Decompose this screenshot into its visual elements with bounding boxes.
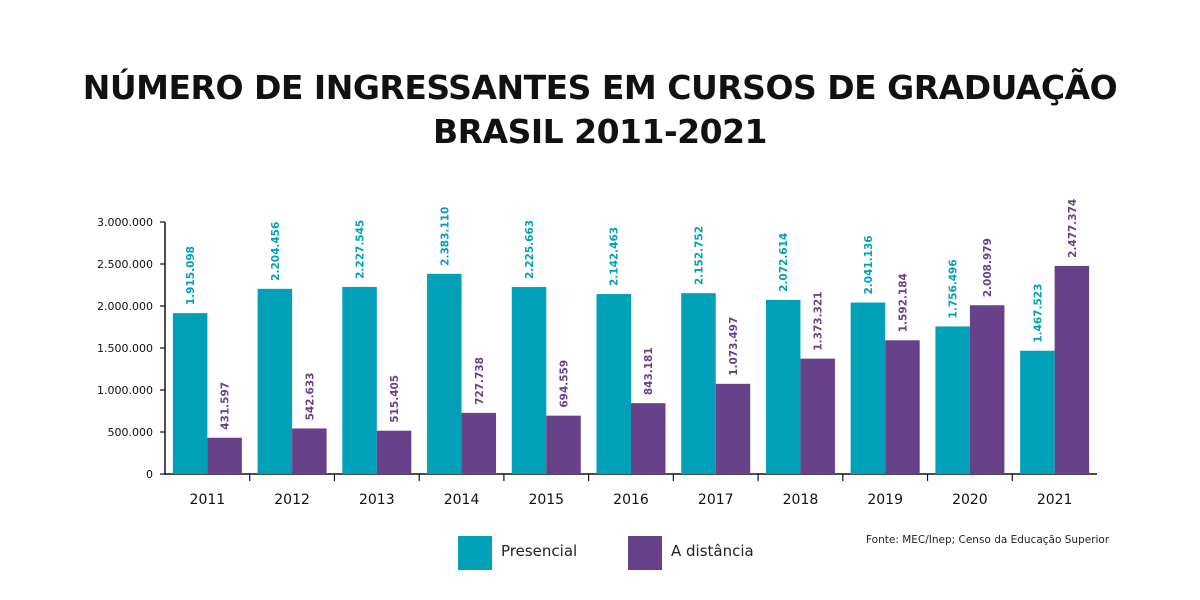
chart-subtitle: BRASIL 2011-2021 bbox=[432, 112, 768, 151]
data-label: 2.225.663 bbox=[524, 220, 536, 279]
x-tick-label: 2016 bbox=[613, 492, 649, 508]
bar-distancia bbox=[885, 340, 920, 474]
bar-presencial bbox=[681, 293, 716, 474]
data-label: 2.152.752 bbox=[693, 226, 705, 285]
x-tick-label: 2011 bbox=[190, 492, 226, 508]
x-tick-label: 2012 bbox=[274, 492, 310, 508]
y-tick-label: 2.500.000 bbox=[97, 258, 153, 271]
bar-presencial bbox=[935, 326, 970, 474]
legend-swatch-presencial bbox=[458, 536, 492, 570]
bar-presencial bbox=[342, 286, 377, 474]
bar-distancia bbox=[461, 412, 497, 474]
data-label: 431.597 bbox=[220, 382, 232, 430]
y-tick-label: 500.000 bbox=[108, 426, 154, 439]
data-label: 1.915.098 bbox=[185, 246, 197, 305]
data-label: 2.072.614 bbox=[778, 233, 790, 292]
x-tick-label: 2020 bbox=[952, 492, 988, 508]
data-label: 1.756.496 bbox=[948, 259, 960, 318]
bar-distancia bbox=[631, 403, 666, 474]
data-label: 1.592.184 bbox=[897, 273, 909, 332]
bar-distancia bbox=[546, 415, 581, 474]
data-label: 727.738 bbox=[474, 357, 486, 405]
bar-distancia bbox=[292, 428, 327, 474]
data-label: 843.181 bbox=[643, 347, 655, 395]
x-tick-label: 2019 bbox=[867, 492, 903, 508]
x-tick-label: 2017 bbox=[698, 492, 734, 508]
bar-distancia bbox=[715, 383, 751, 474]
y-tick-label: 3.000.000 bbox=[97, 216, 153, 229]
bar-presencial bbox=[596, 294, 631, 474]
x-tick-label: 2013 bbox=[359, 492, 395, 508]
data-label: 2.227.545 bbox=[355, 220, 367, 279]
y-tick-label: 1.000.000 bbox=[97, 384, 153, 397]
legend-label-distancia: A distância bbox=[671, 542, 754, 560]
data-label: 1.073.497 bbox=[728, 317, 740, 376]
data-label: 515.405 bbox=[389, 375, 401, 423]
data-label: 2.383.110 bbox=[439, 207, 451, 266]
bar-presencial bbox=[257, 288, 293, 474]
bar-presencial bbox=[511, 287, 547, 474]
bar-distancia bbox=[800, 358, 835, 474]
data-label: 2.008.979 bbox=[982, 238, 994, 297]
data-label: 2.142.463 bbox=[609, 227, 621, 286]
bar-distancia bbox=[969, 305, 1005, 474]
y-tick-label: 1.500.000 bbox=[97, 342, 153, 355]
data-label: 2.477.374 bbox=[1067, 199, 1079, 258]
data-label: 1.373.321 bbox=[813, 292, 825, 351]
data-label: 542.633 bbox=[304, 373, 316, 421]
bar-presencial bbox=[1020, 350, 1055, 474]
source-note: Fonte: MEC/Inep; Censo da Educação Super… bbox=[866, 534, 1110, 546]
y-tick-label: 2.000.000 bbox=[97, 300, 153, 313]
y-tick-label: 0 bbox=[146, 468, 153, 481]
chart-title: NÚMERO DE INGRESSANTES EM CURSOS DE GRAD… bbox=[82, 68, 1118, 107]
data-label: 694.559 bbox=[559, 360, 571, 408]
legend-label-presencial: Presencial bbox=[501, 542, 578, 560]
bar-presencial bbox=[765, 299, 801, 474]
x-tick-label: 2018 bbox=[783, 492, 819, 508]
bar-presencial bbox=[427, 273, 462, 474]
bar-distancia bbox=[1054, 265, 1090, 474]
data-label: 1.467.523 bbox=[1032, 284, 1044, 343]
x-tick-label: 2015 bbox=[528, 492, 564, 508]
x-tick-label: 2021 bbox=[1037, 492, 1073, 508]
bar-presencial bbox=[850, 302, 886, 474]
legend-swatch-distancia bbox=[628, 536, 662, 570]
data-label: 2.041.136 bbox=[863, 235, 875, 294]
bar-presencial bbox=[172, 313, 208, 474]
data-label: 2.204.456 bbox=[270, 222, 282, 281]
bar-distancia bbox=[207, 437, 242, 474]
bar-distancia bbox=[376, 430, 412, 474]
x-tick-label: 2014 bbox=[444, 492, 480, 508]
